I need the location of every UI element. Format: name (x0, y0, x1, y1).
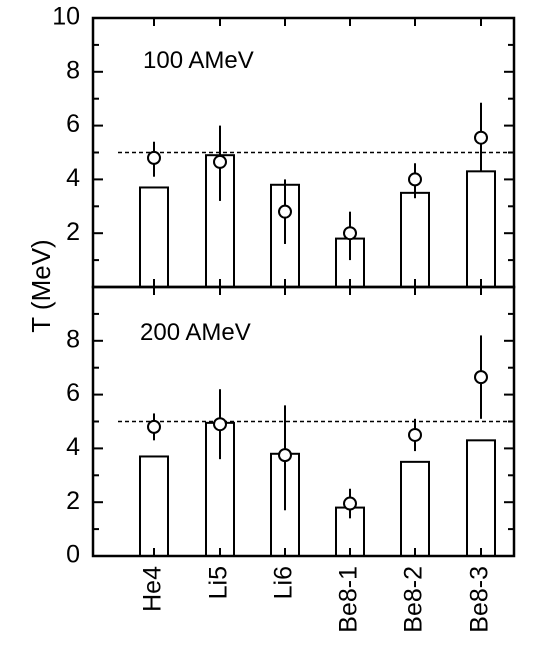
panel-label-bottom: 200 AMeV (140, 319, 251, 346)
panel-1-ytick-label: 4 (66, 164, 80, 192)
plot-layer: 2 4 6 8 10 0 2 4 6 8 He4 Li5 Li6 Be8-1 Be8-2 Be8-3 (52, 3, 516, 633)
panel-1-bar (139, 186, 169, 288)
panel-2-data-point (213, 417, 227, 432)
y-axis-label: T (MeV) (26, 239, 56, 332)
x-category-label: Be8-1 (335, 566, 363, 633)
panel-2-bar (466, 439, 496, 557)
x-category-label: Li5 (205, 566, 233, 599)
panel-1-data-point (147, 150, 161, 165)
panel-2-data-point (147, 419, 161, 434)
panel-2-ytick-label: 4 (66, 433, 80, 461)
panel-1-ytick-label: 6 (66, 110, 80, 138)
panel-1-ytick-label: 2 (66, 218, 80, 246)
panel-1-data-point (278, 204, 292, 219)
panel-2-ytick-label: 8 (66, 325, 80, 353)
panel-1-data-point (408, 172, 422, 187)
x-category-label: Be8-3 (466, 566, 494, 633)
x-category-label: Be8-2 (400, 566, 428, 633)
panel-1-data-point (343, 226, 357, 241)
x-category-label: Li6 (270, 566, 298, 599)
panel-2-data-point (408, 427, 422, 442)
panel-2-frame (91, 285, 516, 558)
panel-2-bar (139, 455, 169, 557)
panel-2-data-point (343, 496, 357, 511)
panel-1-ytick-label: 8 (66, 56, 80, 84)
panel-2-ytick-label: 0 (66, 541, 80, 569)
panel-1-data-point (474, 130, 488, 145)
panel-1-ytick-label: 10 (52, 3, 80, 31)
panel-1-data-point (213, 154, 227, 169)
x-category-label: He4 (139, 566, 167, 612)
panel-2-data-point (278, 448, 292, 463)
panel-1-bar (466, 170, 496, 288)
panel-2-ytick-label: 2 (66, 487, 80, 515)
panel-2-data-point (474, 370, 488, 385)
panel-2-bar (400, 460, 430, 558)
panel-1-bar (400, 191, 430, 289)
panel-2-ytick-label: 6 (66, 379, 80, 407)
panel-label-top: 100 AMeV (143, 47, 254, 74)
